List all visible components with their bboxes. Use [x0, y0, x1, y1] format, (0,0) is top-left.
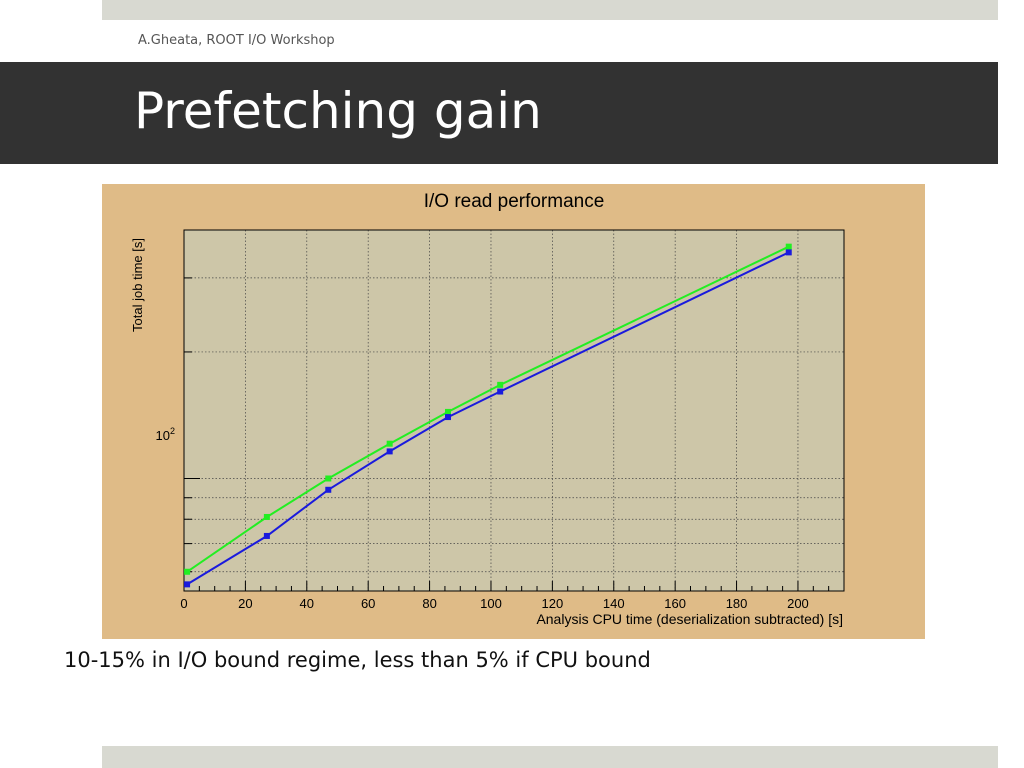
- series-0-point: [445, 408, 451, 415]
- y-tick-base: 10: [156, 428, 170, 443]
- x-tick-label: 80: [422, 596, 436, 611]
- x-tick-label: 0: [180, 596, 187, 611]
- x-tick-label: 180: [726, 596, 748, 611]
- series-1-point: [785, 249, 792, 256]
- y-tick-exponent: 2: [170, 426, 175, 436]
- series-0-point: [386, 440, 393, 447]
- author-line: A.Gheata, ROOT I/O Workshop: [138, 33, 335, 48]
- series-1-point: [497, 388, 504, 395]
- y-axis-label: Total job time [s]: [130, 238, 145, 332]
- series-1-point: [445, 414, 451, 421]
- series-1-point: [325, 486, 332, 493]
- series-0-point: [497, 381, 504, 388]
- slide-caption: 10-15% in I/O bound regime, less than 5%…: [64, 648, 651, 672]
- plot-frame: [183, 229, 845, 592]
- series-1-point: [386, 448, 393, 455]
- top-decorative-band: [102, 0, 998, 20]
- x-axis-label: Analysis CPU time (deserialization subtr…: [536, 611, 843, 627]
- series-0-point: [325, 475, 332, 482]
- x-tick-label: 60: [361, 596, 375, 611]
- series-0-point: [184, 568, 191, 575]
- x-tick-label: 20: [238, 596, 252, 611]
- y-tick-label-100: 102: [156, 426, 175, 443]
- chart-title: I/O read performance: [424, 191, 605, 212]
- title-bar: [0, 62, 998, 164]
- x-tick-label: 40: [300, 596, 314, 611]
- x-tick-label: 100: [480, 596, 502, 611]
- series-1-point: [263, 532, 270, 539]
- series-0-point: [785, 243, 792, 250]
- io-performance-chart: I/O read performance Total job time [s] …: [102, 184, 925, 639]
- series-0-point: [263, 513, 270, 520]
- plot-area: 0 20 40 60 80 100 120 140 160 180 200: [180, 229, 845, 611]
- plot-background: [184, 230, 844, 591]
- x-tick-label: 140: [603, 596, 625, 611]
- bottom-decorative-band: [102, 746, 998, 768]
- x-tick-label: 160: [664, 596, 686, 611]
- slide-title: Prefetching gain: [134, 82, 542, 140]
- series-1-point: [184, 581, 191, 588]
- x-tick-label: 120: [542, 596, 564, 611]
- x-tick-label: 200: [787, 596, 809, 611]
